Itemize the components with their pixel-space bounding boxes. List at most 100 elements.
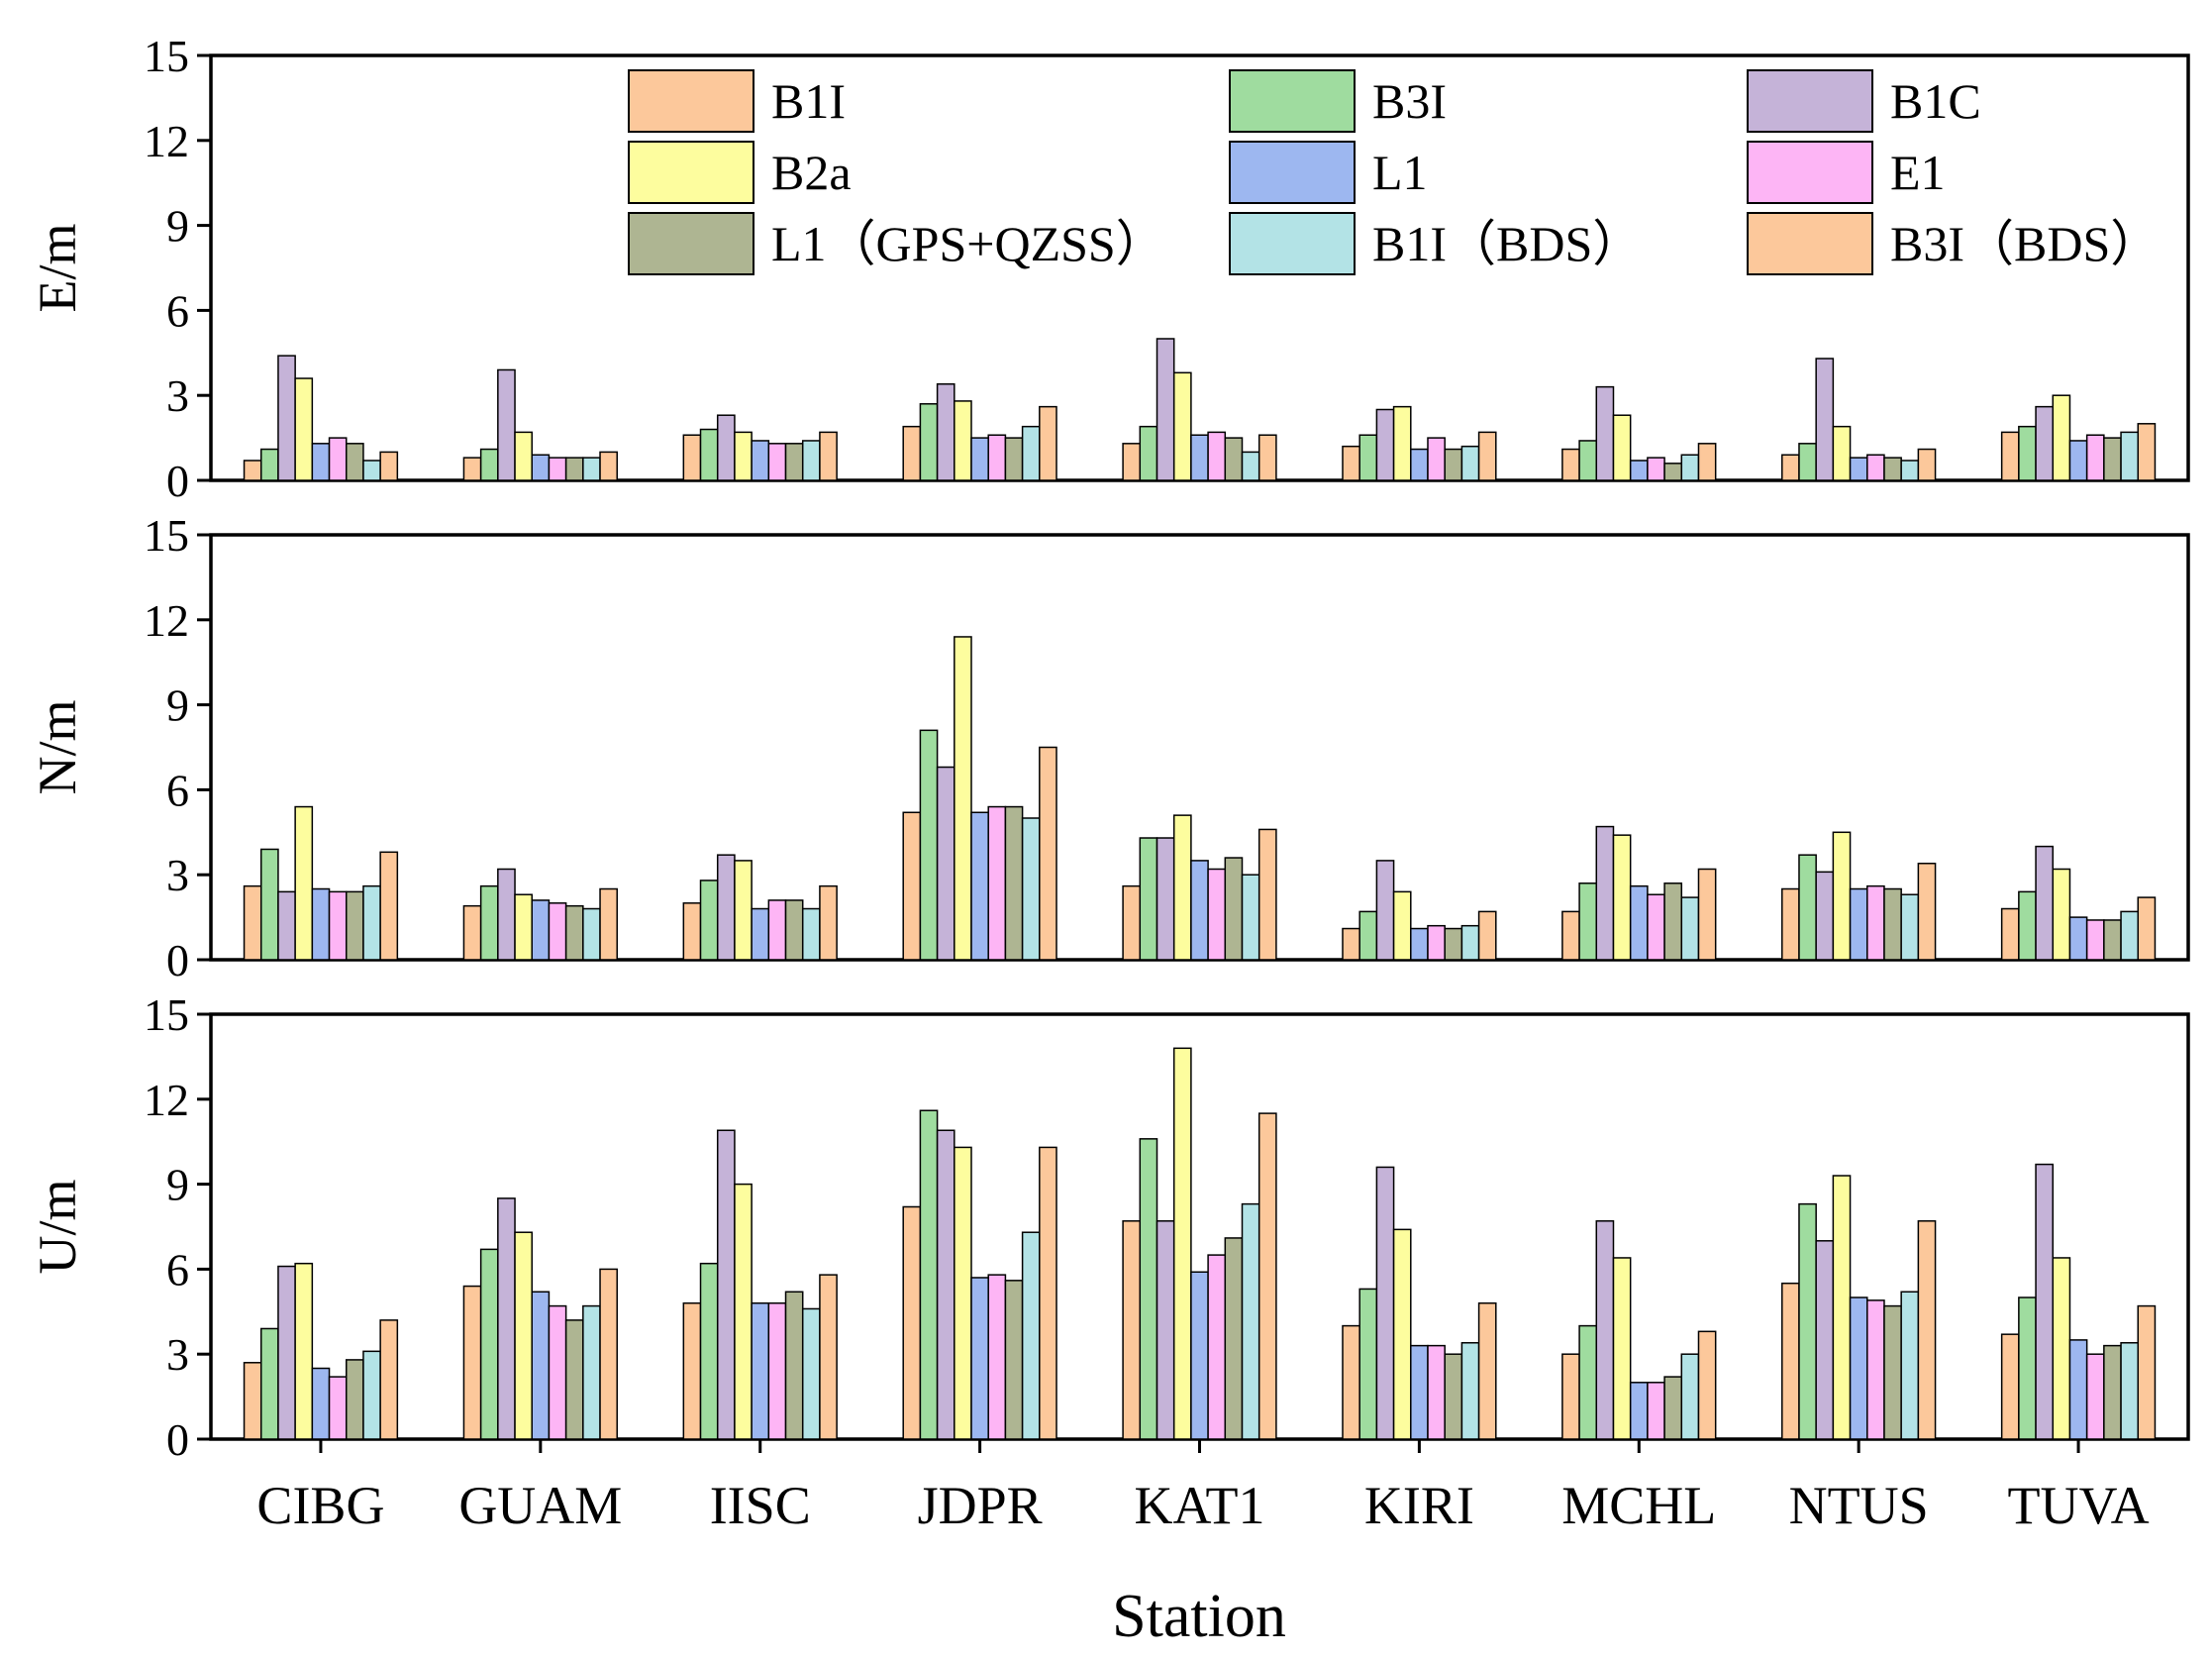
legend-label-3: B2a bbox=[771, 145, 852, 200]
bar-n-iisc-6 bbox=[784, 899, 804, 961]
xtick-label-ntus: NTUS bbox=[1789, 1476, 1929, 1535]
bar-n-jdpr-2 bbox=[936, 766, 955, 961]
bar-e-jdpr-8 bbox=[1039, 405, 1057, 481]
bar-e-jdpr-4 bbox=[970, 437, 989, 481]
bar-n-mchl-4 bbox=[1629, 884, 1649, 961]
bar-n-cibg-8 bbox=[379, 851, 399, 961]
bar-u-guam-1 bbox=[479, 1248, 499, 1440]
bar-n-jdpr-5 bbox=[987, 805, 1007, 961]
bar-u-kiri-5 bbox=[1427, 1344, 1446, 1440]
bar-e-kat1-5 bbox=[1207, 431, 1227, 481]
bar-n-kiri-0 bbox=[1342, 927, 1360, 961]
bar-e-kat1-1 bbox=[1139, 425, 1158, 481]
bar-n-cibg-1 bbox=[259, 848, 279, 961]
bar-e-guam-2 bbox=[497, 368, 516, 481]
ytick-label-u-4: 12 bbox=[144, 1075, 189, 1125]
bar-n-kiri-5 bbox=[1427, 924, 1446, 961]
bar-u-kat1-5 bbox=[1207, 1254, 1227, 1440]
bar-e-iisc-0 bbox=[682, 434, 702, 481]
panel-u: U/m 0 3 6 9 12 15 CIBG GUAM IISC JDPR KAT1 KIRI MCH… bbox=[28, 989, 2190, 1535]
bar-n-mchl-2 bbox=[1595, 825, 1615, 961]
legend-label-2: B1C bbox=[1890, 73, 1981, 129]
legend-swatch-1 bbox=[1229, 69, 1356, 133]
bar-n-ntus-1 bbox=[1798, 854, 1817, 961]
bar-e-kiri-2 bbox=[1375, 408, 1395, 481]
bar-n-kat1-1 bbox=[1139, 837, 1158, 961]
bar-u-iisc-7 bbox=[801, 1307, 821, 1440]
bar-u-tuva-5 bbox=[2085, 1353, 2105, 1440]
legend-swatch-5 bbox=[1747, 141, 1873, 204]
bar-u-kat1-0 bbox=[1122, 1220, 1142, 1440]
legend: B1I B3I B1C B2a L1 E1 L1（GPS+QZSS） B1I（BDS） B3I（… bbox=[628, 69, 2160, 275]
bar-n-iisc-7 bbox=[801, 907, 821, 961]
bar-n-cibg-6 bbox=[345, 890, 364, 961]
bar-n-cibg-7 bbox=[362, 884, 381, 961]
ytick-label-e-5: 15 bbox=[144, 31, 189, 81]
bar-u-cibg-8 bbox=[379, 1319, 399, 1440]
bar-n-ntus-0 bbox=[1781, 887, 1800, 961]
bar-n-kiri-4 bbox=[1410, 927, 1429, 961]
bar-n-kat1-0 bbox=[1122, 884, 1142, 961]
bar-e-mchl-3 bbox=[1612, 414, 1632, 481]
bar-e-guam-0 bbox=[462, 457, 482, 481]
xtick-label-tuva: TUVA bbox=[2008, 1476, 2150, 1535]
bar-n-ntus-6 bbox=[1883, 887, 1902, 961]
bar-n-tuva-8 bbox=[2137, 896, 2157, 961]
bar-u-cibg-6 bbox=[345, 1359, 364, 1440]
category-labels: CIBG GUAM IISC JDPR KAT1 KIRI MCHL NTUS TUVA bbox=[256, 1476, 2149, 1535]
bar-n-ntus-3 bbox=[1832, 831, 1852, 961]
bar-u-guam-2 bbox=[497, 1197, 516, 1440]
bar-u-guam-8 bbox=[599, 1268, 618, 1440]
bar-u-kat1-1 bbox=[1139, 1138, 1158, 1440]
bar-n-mchl-0 bbox=[1561, 910, 1580, 961]
panel-e: E/m 0 3 6 9 12 15 bbox=[28, 31, 2190, 506]
bar-e-ntus-5 bbox=[1866, 454, 1885, 481]
legend-label-0: B1I bbox=[771, 73, 846, 129]
ytick-label-n-5: 15 bbox=[144, 510, 189, 561]
bar-e-jdpr-3 bbox=[954, 400, 972, 481]
bar-n-iisc-0 bbox=[682, 902, 702, 961]
bar-n-ntus-4 bbox=[1849, 887, 1868, 961]
xtick-label-kiri: KIRI bbox=[1364, 1476, 1474, 1535]
bar-n-cibg-0 bbox=[243, 884, 262, 961]
bar-u-kat1-7 bbox=[1241, 1202, 1260, 1440]
bar-u-tuva-0 bbox=[2000, 1333, 2020, 1440]
bar-u-ntus-6 bbox=[1883, 1304, 1902, 1440]
bar-n-iisc-4 bbox=[751, 907, 770, 961]
bar-e-iisc-8 bbox=[819, 431, 838, 481]
bar-e-iisc-4 bbox=[751, 440, 770, 481]
bar-u-tuva-6 bbox=[2103, 1344, 2122, 1440]
bar-n-guam-8 bbox=[599, 887, 618, 961]
bar-u-jdpr-0 bbox=[902, 1205, 922, 1440]
ytick-label-u-5: 15 bbox=[144, 989, 189, 1040]
bar-n-kiri-1 bbox=[1358, 910, 1378, 961]
bar-e-iisc-3 bbox=[734, 431, 753, 481]
bar-e-cibg-5 bbox=[328, 437, 348, 481]
bar-u-kat1-2 bbox=[1156, 1220, 1175, 1440]
bar-e-kiri-4 bbox=[1410, 448, 1429, 481]
bar-n-jdpr-6 bbox=[1004, 805, 1024, 961]
bar-n-guam-1 bbox=[479, 884, 499, 961]
bar-n-jdpr-4 bbox=[970, 811, 989, 961]
ytick-label-n-2: 6 bbox=[166, 765, 189, 815]
bar-u-tuva-8 bbox=[2137, 1304, 2157, 1440]
bar-n-tuva-5 bbox=[2085, 919, 2105, 961]
bar-u-cibg-2 bbox=[277, 1265, 296, 1440]
bar-u-iisc-3 bbox=[734, 1183, 753, 1440]
bar-n-kat1-2 bbox=[1156, 837, 1175, 961]
ytick-label-u-3: 9 bbox=[166, 1160, 189, 1210]
bar-n-mchl-3 bbox=[1612, 834, 1632, 961]
bar-n-kat1-6 bbox=[1224, 857, 1244, 961]
bar-u-jdpr-5 bbox=[987, 1274, 1007, 1440]
bar-n-mchl-8 bbox=[1697, 868, 1717, 961]
bar-n-tuva-1 bbox=[2018, 890, 2037, 961]
bar-u-guam-7 bbox=[582, 1304, 601, 1440]
bar-u-kat1-6 bbox=[1224, 1237, 1244, 1440]
bar-u-guam-5 bbox=[548, 1304, 567, 1440]
bar-e-tuva-5 bbox=[2085, 434, 2105, 481]
bar-e-tuva-2 bbox=[2035, 405, 2055, 481]
bar-e-mchl-8 bbox=[1697, 443, 1717, 481]
bar-u-ntus-3 bbox=[1832, 1175, 1852, 1440]
bar-n-iisc-5 bbox=[767, 899, 787, 961]
bar-n-kiri-7 bbox=[1460, 924, 1480, 961]
